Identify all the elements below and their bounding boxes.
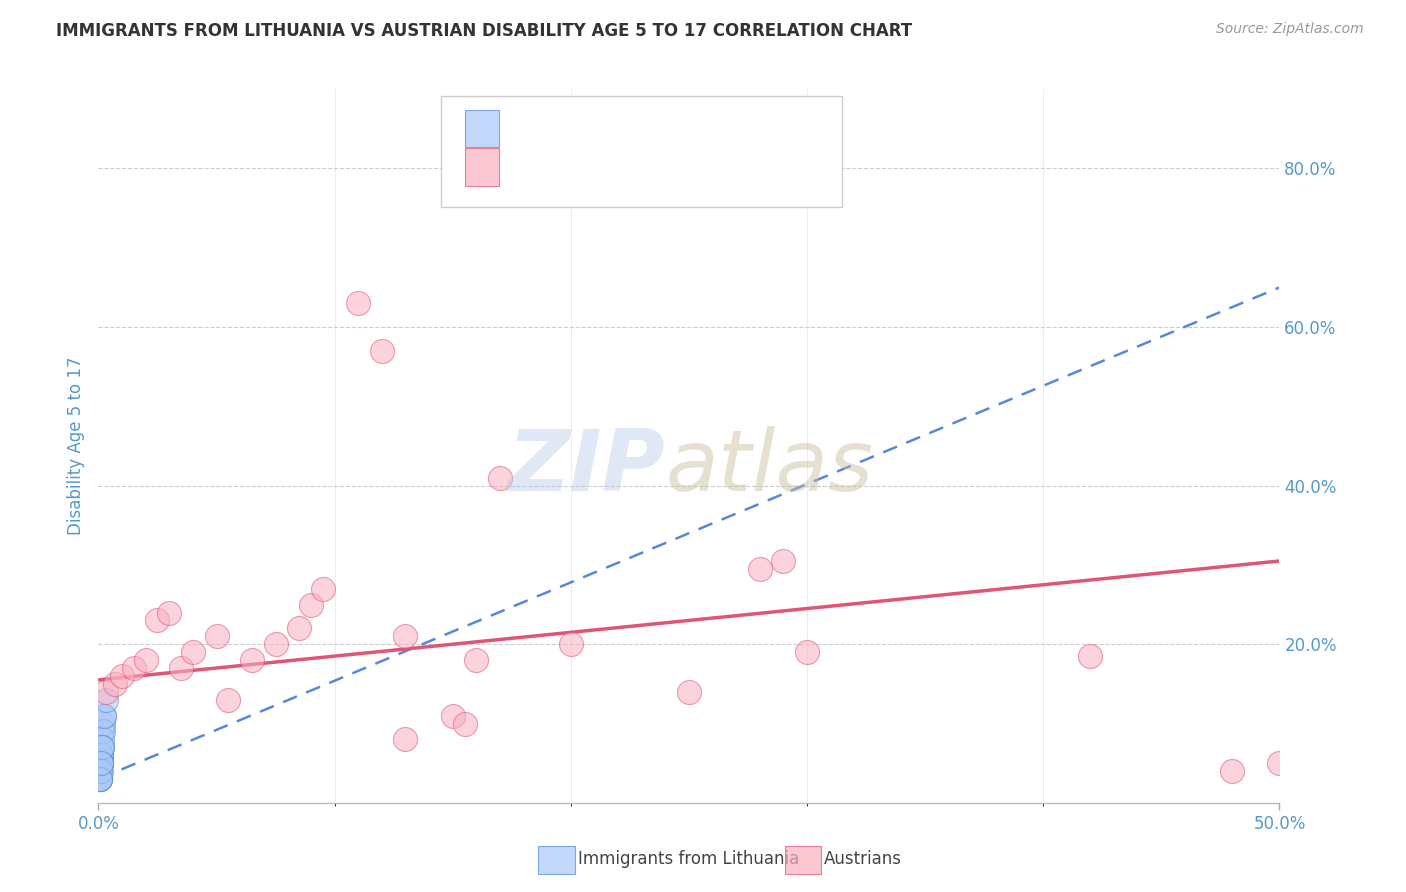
Point <box>347 296 370 310</box>
Point <box>93 708 115 723</box>
Point <box>104 677 127 691</box>
Point <box>394 732 416 747</box>
Point <box>678 685 700 699</box>
Point <box>94 692 117 706</box>
Point <box>299 598 322 612</box>
Point <box>89 772 111 786</box>
Text: atlas: atlas <box>665 425 873 509</box>
Point <box>89 764 111 778</box>
Text: R =  0.161: R = 0.161 <box>509 160 614 178</box>
Text: R = 0.540: R = 0.540 <box>509 121 607 139</box>
Point <box>90 756 112 771</box>
FancyBboxPatch shape <box>441 96 842 207</box>
Text: N = 25: N = 25 <box>693 121 761 139</box>
Point <box>93 708 115 723</box>
Text: N = 32: N = 32 <box>693 160 761 178</box>
Point <box>371 343 394 358</box>
Point <box>441 708 464 723</box>
FancyBboxPatch shape <box>464 148 499 186</box>
Point <box>89 772 111 786</box>
Point <box>90 756 112 771</box>
Point <box>146 614 169 628</box>
Point <box>264 637 287 651</box>
Text: Source: ZipAtlas.com: Source: ZipAtlas.com <box>1216 22 1364 37</box>
Point <box>489 471 512 485</box>
Point <box>89 772 111 786</box>
Point <box>135 653 157 667</box>
Point <box>288 621 311 635</box>
Point <box>181 645 204 659</box>
Point <box>91 740 114 755</box>
Point <box>796 645 818 659</box>
Point <box>91 740 114 755</box>
Point <box>312 582 335 596</box>
Point <box>90 748 112 763</box>
Point <box>91 724 114 739</box>
Point <box>111 669 134 683</box>
Point <box>394 629 416 643</box>
Point <box>89 772 111 786</box>
Point <box>1080 649 1102 664</box>
Text: Austrians: Austrians <box>824 850 901 868</box>
Point <box>465 653 488 667</box>
Point <box>89 764 111 778</box>
Point <box>94 685 117 699</box>
Point <box>1220 764 1243 778</box>
Point <box>90 748 112 763</box>
Point <box>91 732 114 747</box>
Point <box>90 764 112 778</box>
Point <box>748 562 770 576</box>
Point <box>772 554 794 568</box>
Point <box>91 716 114 731</box>
Point <box>560 637 582 651</box>
Text: IMMIGRANTS FROM LITHUANIA VS AUSTRIAN DISABILITY AGE 5 TO 17 CORRELATION CHART: IMMIGRANTS FROM LITHUANIA VS AUSTRIAN DI… <box>56 22 912 40</box>
Y-axis label: Disability Age 5 to 17: Disability Age 5 to 17 <box>66 357 84 535</box>
Point <box>453 716 475 731</box>
Point <box>122 661 145 675</box>
Point <box>240 653 263 667</box>
Point <box>157 606 180 620</box>
Point <box>170 661 193 675</box>
Text: Immigrants from Lithuania: Immigrants from Lithuania <box>578 850 799 868</box>
Point <box>90 756 112 771</box>
Point <box>1268 756 1291 771</box>
Point <box>90 756 112 771</box>
Text: ZIP: ZIP <box>508 425 665 509</box>
Point <box>205 629 228 643</box>
Point <box>91 724 114 739</box>
Point <box>217 692 239 706</box>
Point <box>91 740 114 755</box>
Point <box>89 764 111 778</box>
Point <box>90 748 112 763</box>
FancyBboxPatch shape <box>464 110 499 147</box>
